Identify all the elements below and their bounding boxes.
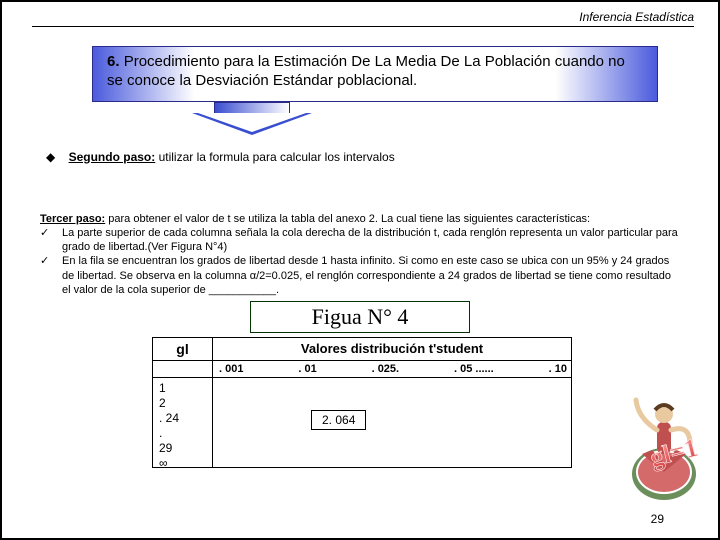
gl-row: 29: [159, 441, 206, 456]
check-icon: ✓: [40, 254, 62, 297]
slide-frame: Inferencia Estadística 6. Procedimiento …: [0, 0, 720, 540]
step-2-label: Segundo paso:: [69, 150, 156, 164]
col-label: . 025.: [372, 363, 400, 375]
gl-row: ∞: [159, 456, 206, 471]
gl-row: 2: [159, 396, 206, 411]
gl-row: .: [159, 426, 206, 441]
step-3-bullet-text: La parte superior de cada columna señala…: [62, 226, 680, 255]
table-subheader-row: . 001 . 01 . 025. . 05 ...... . 10: [152, 360, 572, 378]
gl-row: . 24: [159, 411, 206, 426]
col-label: . 01: [298, 363, 316, 375]
step-3-bullet: ✓ En la fila se encuentran los grados de…: [40, 254, 680, 297]
breadcrumb: Inferencia Estadística: [579, 10, 694, 24]
table-header-row: gl Valores distribución t'student: [152, 337, 572, 360]
step-2: ◆ Segundo paso: utilizar la formula para…: [46, 150, 698, 164]
step-3-label: Tercer paso:: [40, 213, 105, 225]
check-icon: ✓: [40, 226, 62, 255]
gl-row: 1: [159, 381, 206, 396]
col-label: . 05 ......: [454, 363, 494, 375]
down-arrow-icon: [192, 102, 312, 142]
figure-title: Figua N° 4: [250, 301, 470, 333]
title-prefix: 6.: [107, 53, 120, 70]
page-number: 29: [651, 512, 664, 526]
step-3-bullet: ✓ La parte superior de cada columna seña…: [40, 226, 680, 255]
step-3: Tercer paso: para obtener el valor de t …: [40, 212, 680, 298]
title-text: Procedimiento para la Estimación De La M…: [107, 53, 625, 89]
gl-column: 1 2 . 24 . 29 ∞: [153, 378, 213, 467]
col-label: . 10: [549, 363, 567, 375]
step-2-text: utilizar la formula para calcular los in…: [159, 150, 395, 164]
step-3-bullet-text: En la fila se encuentran los grados de l…: [62, 254, 680, 297]
bullet-diamond-icon: ◆: [46, 150, 55, 164]
step-3-intro: para obtener el valor de t se utiliza la…: [108, 213, 590, 225]
section-title-box: 6. Procedimiento para la Estimación De L…: [92, 46, 658, 102]
values-column: 2. 064: [213, 378, 571, 467]
highlight-value: 2. 064: [311, 410, 366, 430]
col-label: . 001: [219, 363, 243, 375]
header-rule: [32, 26, 694, 27]
values-header: Valores distribución t'student: [213, 338, 571, 360]
gl-header: gl: [153, 338, 213, 360]
table-body: 1 2 . 24 . 29 ∞ 2. 064: [152, 378, 572, 468]
t-table: gl Valores distribución t'student . 001 …: [152, 337, 572, 468]
